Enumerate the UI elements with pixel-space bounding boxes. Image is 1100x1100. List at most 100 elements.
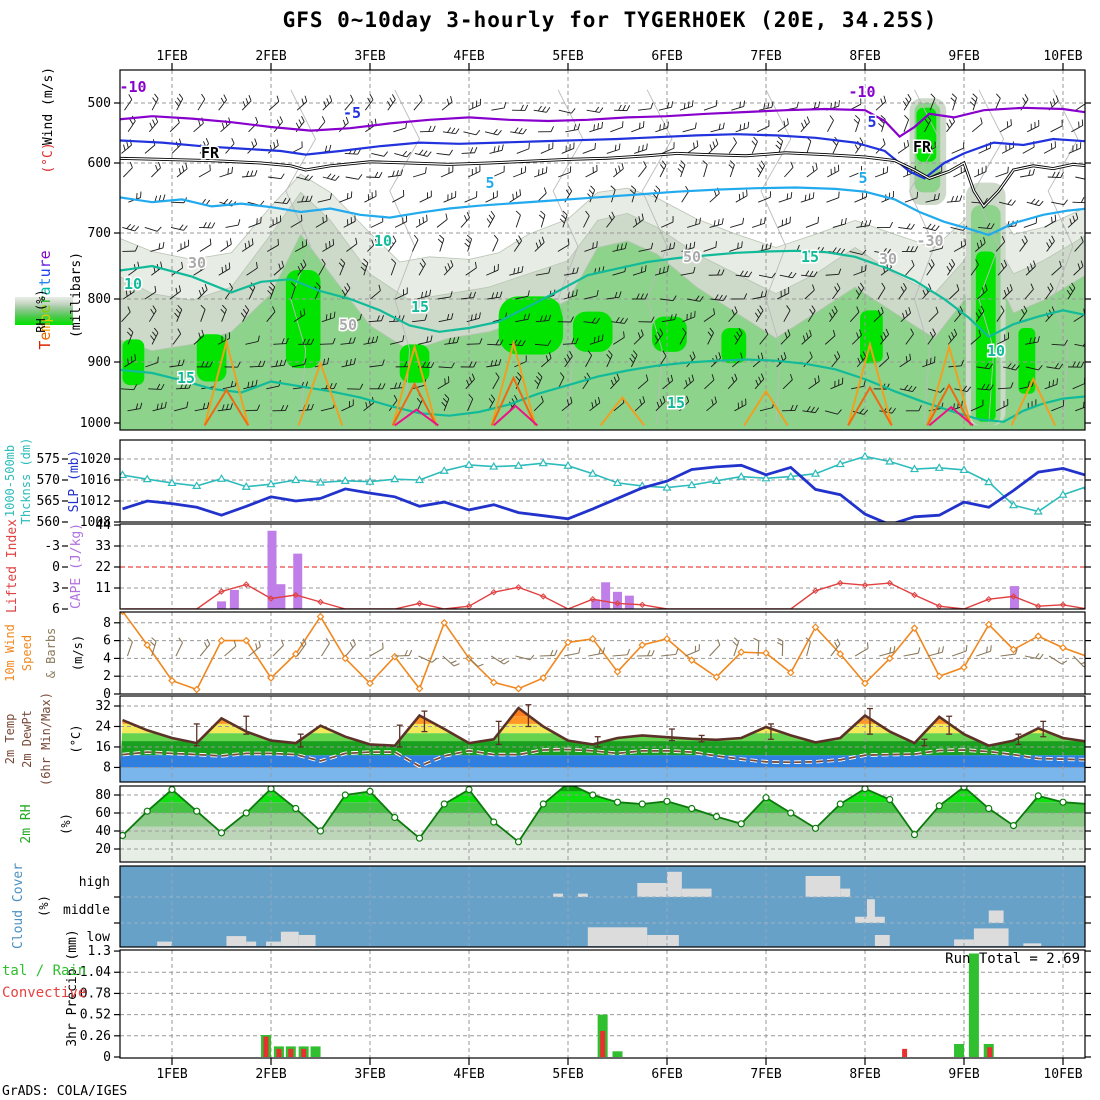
svg-text:1FEB: 1FEB [156, 1067, 187, 1082]
svg-text:1016: 1016 [80, 473, 111, 488]
run-total-label: Run Total = 2.69 [945, 951, 1080, 967]
svg-text:0.52: 0.52 [80, 1008, 111, 1023]
svg-text:1000: 1000 [80, 416, 111, 431]
svg-text:3FEB: 3FEB [354, 1067, 385, 1082]
svg-text:8: 8 [103, 616, 111, 631]
svg-text:20: 20 [95, 842, 111, 857]
axis-and-side-labels: 1FEB 1FEB 2FEB 2FEB 3FEB 3FEB 4FEB 4FEB 5FEB 5FEB… [2, 49, 1083, 1082]
svg-text:& Barbs: & Barbs [44, 628, 58, 679]
svg-text:6FEB: 6FEB [651, 1067, 682, 1082]
svg-text:32: 32 [95, 699, 111, 714]
svg-text:8FEB: 8FEB [849, 1067, 880, 1082]
svg-text:7FEB: 7FEB [750, 49, 781, 64]
svg-text:2FEB: 2FEB [255, 1067, 286, 1082]
svg-text:5: 5 [485, 174, 494, 192]
svg-text:-10: -10 [119, 78, 146, 96]
svg-text:700: 700 [88, 226, 111, 241]
svg-text:9FEB: 9FEB [948, 1067, 979, 1082]
svg-text:(millibars): (millibars) [69, 252, 84, 338]
chart-title: GFS 0~10day 3-hourly for TYGERHOEK (20E,… [282, 8, 938, 32]
svg-text:FR: FR [201, 144, 220, 162]
svg-text:1012: 1012 [80, 494, 111, 509]
svg-text:80: 80 [95, 788, 111, 803]
panel-lifted-index-cape [120, 524, 1085, 609]
svg-text:3hr Precip (mm): 3hr Precip (mm) [65, 929, 80, 1046]
svg-text:7FEB: 7FEB [750, 1067, 781, 1082]
svg-text:(%): (%) [37, 895, 51, 917]
svg-text:0: 0 [103, 687, 111, 702]
svg-text:5: 5 [867, 113, 876, 131]
svg-text:6FEB: 6FEB [651, 49, 682, 64]
svg-text:middle: middle [63, 903, 110, 918]
svg-text:10FEB: 10FEB [1043, 49, 1082, 64]
svg-text:50: 50 [339, 316, 357, 334]
svg-text:0.78: 0.78 [80, 986, 111, 1001]
svg-text:3FEB: 3FEB [354, 49, 385, 64]
panel-10m-wind [120, 612, 1085, 694]
svg-text:Lifted Index: Lifted Index [5, 519, 20, 613]
svg-text:low: low [87, 930, 111, 945]
svg-text:1008: 1008 [80, 515, 111, 530]
svg-text:0: 0 [103, 1050, 111, 1065]
svg-text:6: 6 [103, 634, 111, 649]
svg-text:Wind (m/s): Wind (m/s) [41, 67, 56, 145]
svg-text:10: 10 [987, 342, 1005, 360]
svg-text:8: 8 [103, 760, 111, 775]
svg-text:Speed: Speed [20, 635, 34, 671]
svg-text:40: 40 [95, 824, 111, 839]
svg-text:tal / Rain: tal / Rain [2, 963, 86, 979]
svg-text:10: 10 [124, 275, 142, 293]
svg-text:4: 4 [103, 651, 111, 666]
svg-text:0.26: 0.26 [80, 1029, 111, 1044]
panel-precip [120, 950, 1085, 1058]
svg-text:800: 800 [88, 292, 111, 307]
panel-slp-thickness [120, 440, 1085, 522]
svg-text:30: 30 [188, 254, 206, 272]
svg-text:560: 560 [37, 515, 60, 530]
panel-2m-rh [120, 786, 1085, 862]
svg-text:15: 15 [411, 298, 429, 316]
svg-text:16: 16 [95, 740, 111, 755]
svg-text:5: 5 [858, 169, 867, 187]
svg-text:-5: -5 [343, 104, 361, 122]
svg-text:44: 44 [95, 518, 111, 533]
svg-text:(m/s): (m/s) [71, 635, 85, 671]
svg-text:570: 570 [37, 473, 60, 488]
svg-text:-10: -10 [848, 83, 875, 101]
svg-text:FR: FR [913, 138, 932, 156]
svg-text:50: 50 [683, 248, 701, 266]
svg-text:4FEB: 4FEB [453, 49, 484, 64]
svg-text:Temperature: Temperature [36, 250, 54, 349]
svg-text:500: 500 [88, 96, 111, 111]
svg-text:15: 15 [177, 369, 195, 387]
svg-text:1FEB: 1FEB [156, 49, 187, 64]
svg-text:1020: 1020 [80, 452, 111, 467]
svg-text:11: 11 [95, 581, 111, 596]
svg-text:2m DewPt: 2m DewPt [20, 710, 34, 768]
svg-text:high: high [79, 875, 110, 890]
svg-text:1000-500mb: 1000-500mb [3, 445, 17, 517]
svg-text:8FEB: 8FEB [849, 49, 880, 64]
svg-text:600: 600 [88, 156, 111, 171]
svg-text:900: 900 [88, 355, 111, 370]
panel-cloud-cover [120, 866, 1085, 947]
svg-text:(%): (%) [59, 813, 73, 835]
svg-text:2: 2 [103, 669, 111, 684]
svg-text:1.04: 1.04 [80, 965, 111, 980]
svg-text:5FEB: 5FEB [552, 1067, 583, 1082]
svg-text:0: 0 [52, 560, 60, 575]
svg-text:CAPE (J/kg): CAPE (J/kg) [69, 523, 84, 609]
svg-text:SLP (mb): SLP (mb) [67, 450, 82, 513]
svg-text:(°C): (°C) [69, 725, 83, 754]
svg-text:Thcknss (dm): Thcknss (dm) [19, 438, 33, 525]
svg-text:33: 33 [95, 539, 111, 554]
panel-2m-temp [120, 696, 1085, 782]
svg-text:24: 24 [95, 719, 111, 734]
svg-text:-3: -3 [44, 539, 60, 554]
svg-text:3: 3 [52, 581, 60, 596]
svg-text:4FEB: 4FEB [453, 1067, 484, 1082]
svg-text:RH (%): RH (%) [34, 289, 48, 332]
svg-text:60: 60 [95, 806, 111, 821]
